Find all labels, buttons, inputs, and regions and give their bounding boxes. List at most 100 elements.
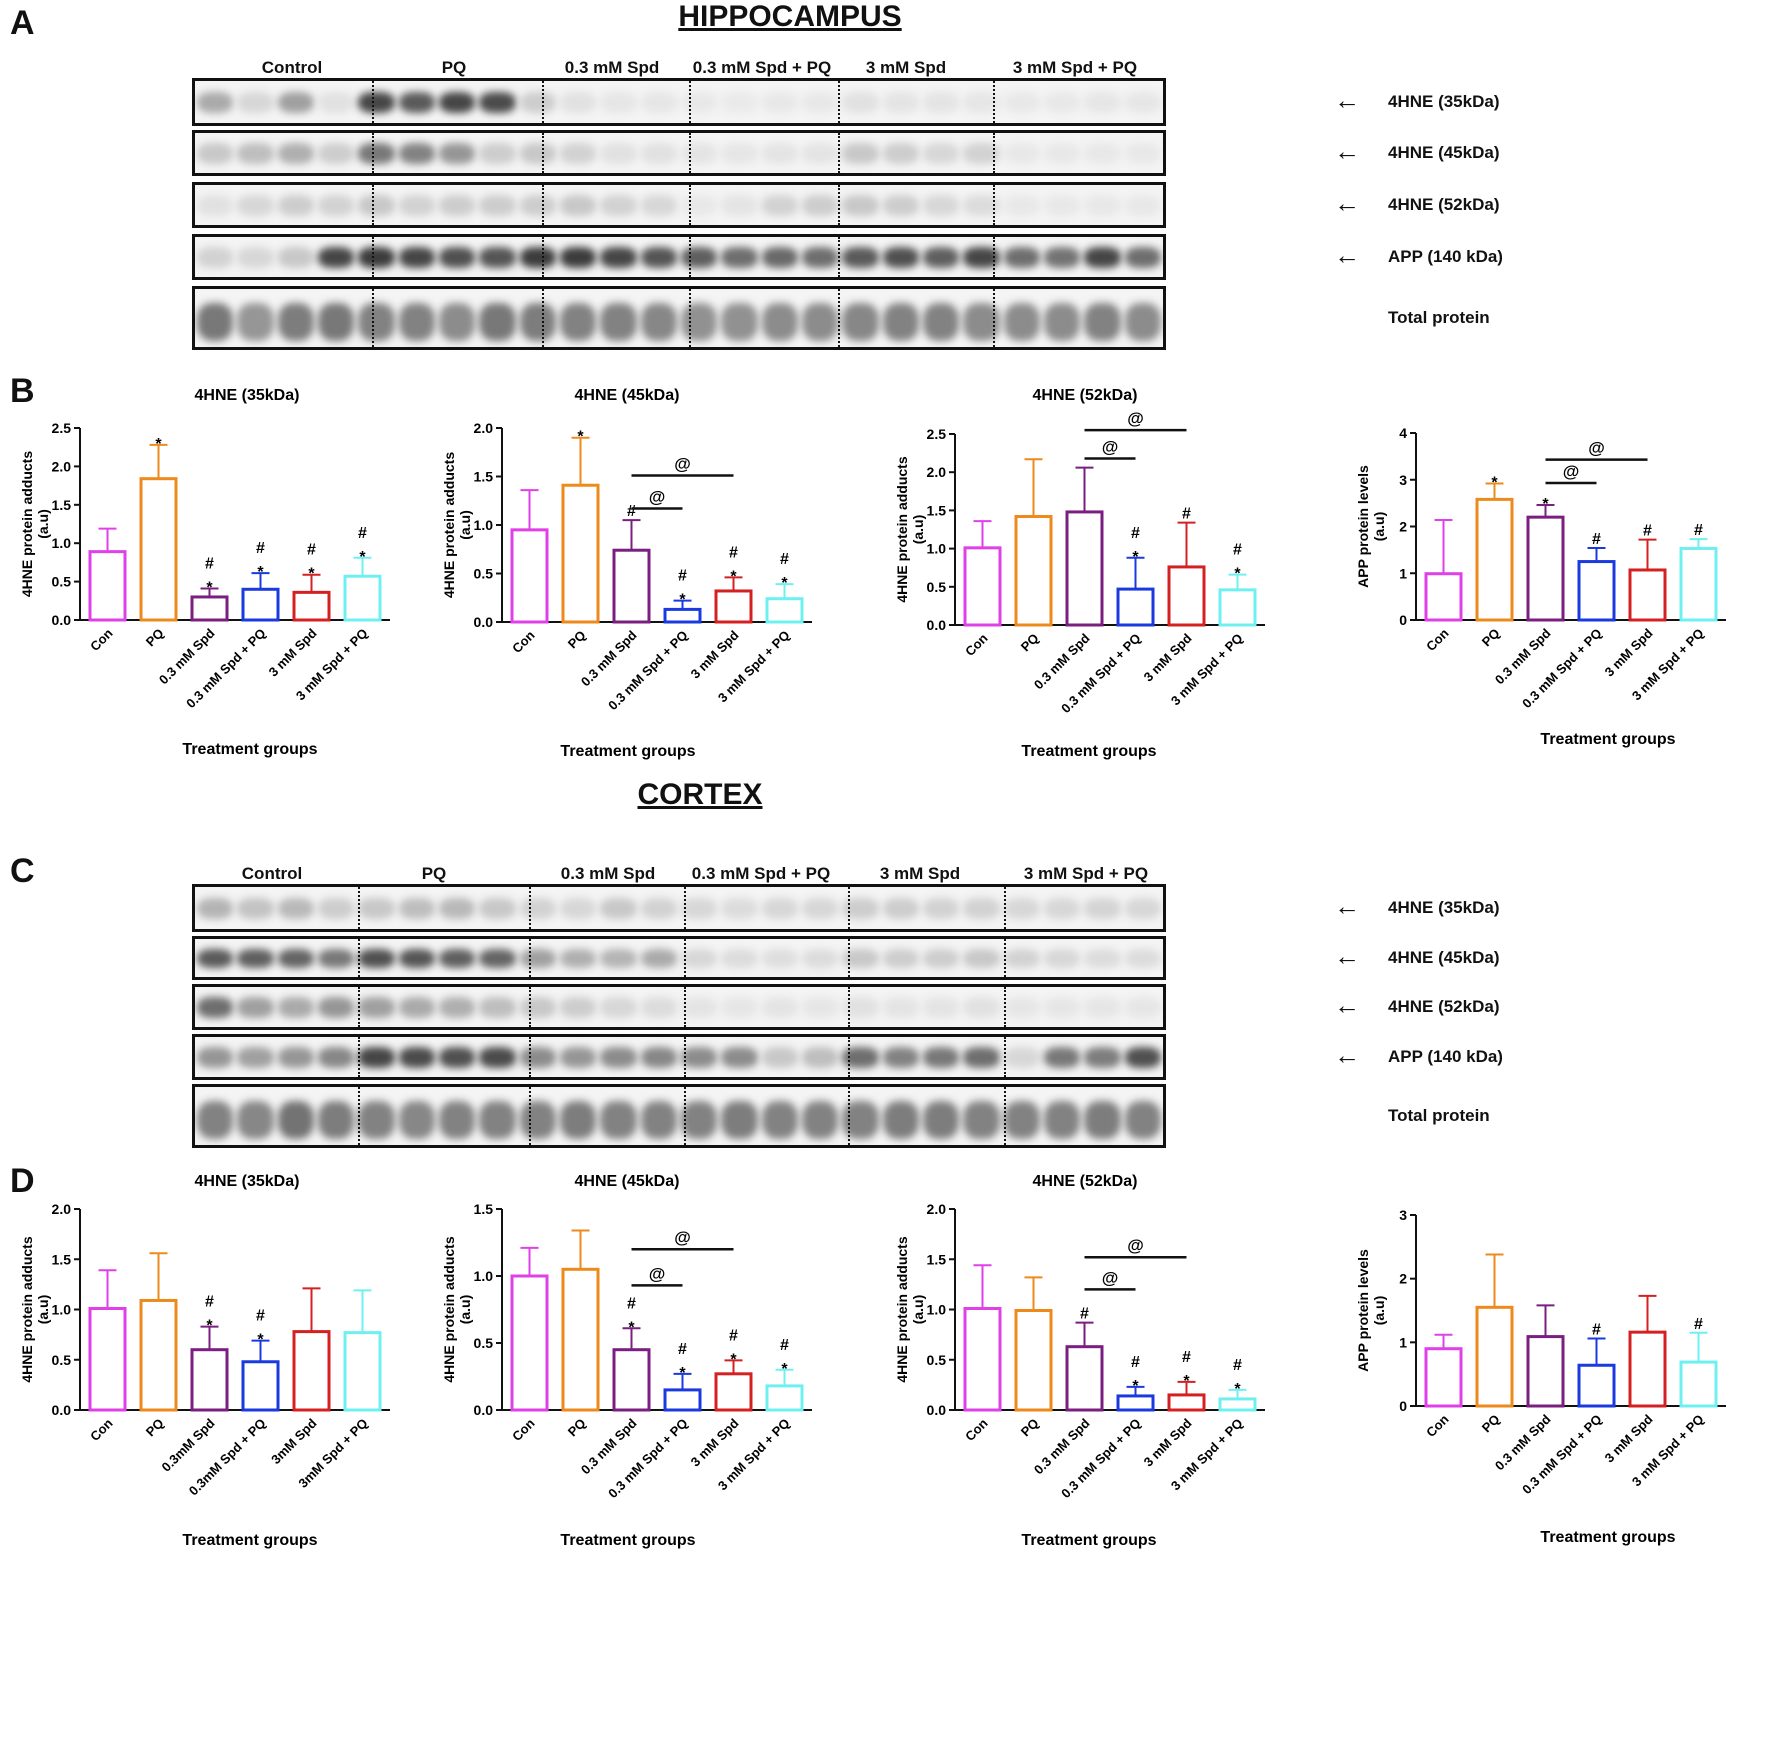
lane-separator bbox=[372, 133, 374, 173]
blot-band bbox=[358, 997, 395, 1018]
significance-mark: # bbox=[678, 1341, 687, 1358]
significance-mark: # bbox=[1694, 522, 1703, 539]
significance-mark: # bbox=[627, 1295, 636, 1312]
significance-mark: * bbox=[730, 568, 737, 585]
y-tick-label: 1.5 bbox=[52, 1251, 72, 1267]
cortex-title: CORTEX bbox=[637, 778, 763, 811]
blot-band bbox=[318, 948, 355, 969]
blot-band bbox=[560, 303, 597, 342]
lane-label: 0.3 mM Spd bbox=[560, 864, 656, 883]
blot-band bbox=[1124, 303, 1161, 342]
significance-mark: * bbox=[1132, 549, 1139, 566]
significance-mark: # bbox=[780, 551, 789, 568]
significance-mark: # bbox=[729, 544, 738, 561]
category-label: Con bbox=[962, 1415, 991, 1444]
blot-band bbox=[237, 1047, 274, 1068]
bar bbox=[343, 1331, 382, 1412]
lane-label: Control bbox=[261, 58, 323, 77]
blot-band bbox=[600, 948, 637, 969]
lane-separator bbox=[372, 185, 374, 225]
blot-band bbox=[479, 303, 516, 342]
blot-band bbox=[197, 247, 234, 268]
blot-band bbox=[1084, 143, 1121, 164]
bar bbox=[88, 1306, 127, 1412]
blot-band bbox=[761, 143, 798, 164]
blot-strip bbox=[192, 130, 1166, 176]
blot-band bbox=[721, 195, 758, 216]
lane-separator bbox=[358, 1087, 360, 1145]
blot-band bbox=[560, 997, 597, 1018]
lane-separator bbox=[993, 133, 995, 173]
blot-band bbox=[963, 195, 1000, 216]
bar bbox=[1218, 1397, 1257, 1412]
blot-band bbox=[1124, 948, 1161, 969]
blot-band bbox=[398, 247, 435, 268]
y-tick-label: 1.0 bbox=[474, 1268, 494, 1284]
blot-band bbox=[318, 897, 355, 920]
y-tick-label: 1.0 bbox=[52, 1302, 72, 1318]
blot-band bbox=[439, 948, 476, 969]
blot-band bbox=[842, 195, 879, 216]
blot-band bbox=[842, 1047, 879, 1068]
blot-band bbox=[600, 1047, 637, 1068]
blot-band bbox=[1003, 195, 1040, 216]
lane-separator bbox=[838, 185, 840, 225]
y-tick-label: 0.5 bbox=[52, 574, 72, 590]
y-axis-label-unit: (a.u) bbox=[1371, 1296, 1387, 1326]
y-tick-label: 0.5 bbox=[474, 566, 494, 582]
bar bbox=[1218, 588, 1257, 627]
blot-band bbox=[842, 143, 879, 164]
blot-band bbox=[398, 897, 435, 920]
blot-band bbox=[721, 1047, 758, 1068]
blot-band bbox=[882, 247, 919, 268]
blot-band bbox=[963, 1047, 1000, 1068]
arrow-left-icon: ← bbox=[1334, 1040, 1360, 1070]
blot-band bbox=[197, 91, 234, 114]
blot-band bbox=[479, 948, 516, 969]
lane-separator bbox=[684, 987, 686, 1027]
comparison-label: @ bbox=[674, 1228, 691, 1247]
bar-chart: 4HNE (45kDa) 0.0 0.5 1.0 1.5 2.0 4HNE protein … bbox=[441, 387, 812, 760]
blot-band bbox=[439, 897, 476, 920]
blot-band bbox=[882, 997, 919, 1018]
blot-band bbox=[681, 195, 718, 216]
lane-label: 3 mM Spd + PQ bbox=[1023, 864, 1149, 883]
blot-band bbox=[1044, 247, 1081, 268]
lane-separator bbox=[529, 887, 531, 929]
blot-band bbox=[882, 91, 919, 114]
category-label: PQ bbox=[1018, 631, 1042, 655]
x-axis-label: Treatment groups bbox=[1540, 1529, 1675, 1546]
comparison-label: @ bbox=[1127, 1236, 1144, 1255]
blot-band bbox=[560, 1047, 597, 1068]
lane-separator bbox=[542, 133, 544, 173]
significance-mark: * bbox=[679, 592, 686, 609]
panel-letter-c: C bbox=[10, 852, 35, 890]
blot-band bbox=[358, 195, 395, 216]
blot-band bbox=[802, 897, 839, 920]
blot-band bbox=[237, 897, 274, 920]
arrow-left-icon: ← bbox=[1334, 990, 1360, 1020]
lane-label: 0.3 mM Spd + PQ bbox=[691, 864, 831, 883]
significance-mark: * bbox=[781, 575, 788, 592]
blot-band bbox=[882, 897, 919, 920]
blot-band bbox=[277, 247, 314, 268]
blot-strip bbox=[192, 286, 1166, 350]
comparison-label: @ bbox=[1102, 437, 1119, 456]
lane-separator bbox=[838, 237, 840, 277]
y-axis-label: 4HNE protein adducts bbox=[19, 451, 35, 597]
blot-band bbox=[1044, 897, 1081, 920]
lane-separator bbox=[358, 887, 360, 929]
significance-mark: * bbox=[359, 549, 366, 566]
category-label: 3mM Spd bbox=[268, 1415, 320, 1467]
category-label: Con bbox=[962, 630, 991, 659]
lane-separator bbox=[689, 81, 691, 123]
blot-band bbox=[197, 1047, 234, 1068]
y-tick-label: 2 bbox=[1399, 519, 1407, 535]
blot-band bbox=[358, 1047, 395, 1068]
blot-band bbox=[398, 195, 435, 216]
category-label: Con bbox=[509, 1415, 538, 1444]
blot-band bbox=[277, 1047, 314, 1068]
chart-title: 4HNE (35kDa) bbox=[195, 387, 300, 404]
blot-band bbox=[197, 997, 234, 1018]
blot-band bbox=[681, 247, 718, 268]
